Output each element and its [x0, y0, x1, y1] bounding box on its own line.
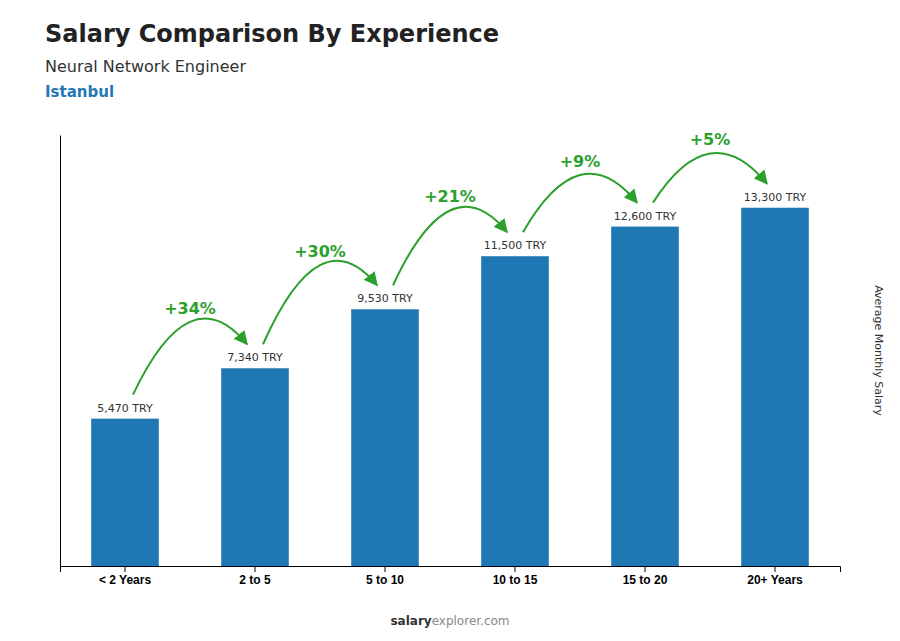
- x-tick-label: < 2 Years: [99, 573, 151, 587]
- x-tick: < 2 Years: [99, 566, 151, 587]
- x-tick-mark: [125, 566, 126, 572]
- x-tick: 20+ Years: [747, 566, 803, 587]
- x-tick-label: 10 to 15: [493, 573, 538, 587]
- data-label: 11,500 TRY: [484, 239, 547, 252]
- y-axis-line: [60, 136, 61, 567]
- x-tick-label: 20+ Years: [747, 573, 803, 587]
- x-tick-mark: [255, 566, 256, 572]
- x-tick-label: 2 to 5: [239, 573, 271, 587]
- data-label: 7,340 TRY: [227, 351, 283, 364]
- watermark-bold: salary: [390, 614, 431, 628]
- data-label: 13,300 TRY: [744, 191, 807, 204]
- annotation: +34%: [164, 299, 216, 318]
- x-tick-mark: [775, 566, 776, 572]
- annotation-arrow: [263, 261, 377, 345]
- x-tick-label: 5 to 10: [366, 573, 404, 587]
- y-axis: [60, 136, 61, 567]
- x-tick-mark: [515, 566, 516, 572]
- bar: [611, 227, 679, 566]
- x-tick: 10 to 15: [493, 566, 538, 587]
- annotation-arrow: [393, 207, 507, 285]
- bar: [91, 419, 159, 566]
- data-label: 9,530 TRY: [357, 292, 413, 305]
- x-tick: 5 to 10: [366, 566, 404, 587]
- annotation: +21%: [424, 187, 476, 206]
- bars: [91, 208, 809, 566]
- annotation-arrow: [653, 153, 767, 203]
- chart: Salary Comparison By Experience Neural Ne…: [0, 0, 900, 641]
- watermark-normal: explorer.com: [432, 614, 510, 628]
- watermark: salaryexplorer.com: [390, 614, 509, 628]
- bar: [741, 208, 809, 566]
- data-label: 12,600 TRY: [614, 210, 677, 223]
- x-tick: 2 to 5: [239, 566, 271, 587]
- x-axis: < 2 Years 2 to 5 5 to 10 10 to 15 15 to 20 20…: [61, 566, 841, 587]
- x-tick-mark: [385, 566, 386, 572]
- annotation: +9%: [560, 152, 601, 171]
- subtitle: Neural Network Engineer: [45, 57, 246, 76]
- y-axis-title: Average Monthly Salary: [872, 285, 885, 416]
- annotation-arrow: [523, 174, 637, 233]
- city: Istanbul: [45, 83, 114, 101]
- bar: [351, 309, 419, 566]
- annotation: +5%: [690, 130, 731, 149]
- annotation: +30%: [294, 242, 346, 261]
- plot: < 2 Years 2 to 5 5 to 10 10 to 15 15 to 20 20…: [61, 130, 841, 586]
- bar: [481, 256, 549, 566]
- x-tick-mark: [645, 566, 646, 572]
- annotation-arrow: [133, 319, 247, 395]
- x-tick: 15 to 20: [623, 566, 668, 587]
- data-label: 5,470 TRY: [97, 402, 153, 415]
- x-tick-label: 15 to 20: [623, 573, 668, 587]
- bar: [221, 368, 289, 566]
- x-axis-line: [61, 567, 841, 573]
- title: Salary Comparison By Experience: [45, 20, 499, 48]
